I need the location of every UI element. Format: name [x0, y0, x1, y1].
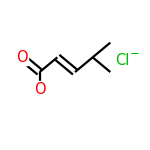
Text: Cl: Cl: [115, 53, 129, 68]
Text: O: O: [16, 50, 28, 65]
Text: −: −: [130, 47, 140, 60]
Text: O: O: [34, 82, 45, 97]
Text: O: O: [16, 50, 28, 65]
Text: O: O: [34, 82, 45, 97]
